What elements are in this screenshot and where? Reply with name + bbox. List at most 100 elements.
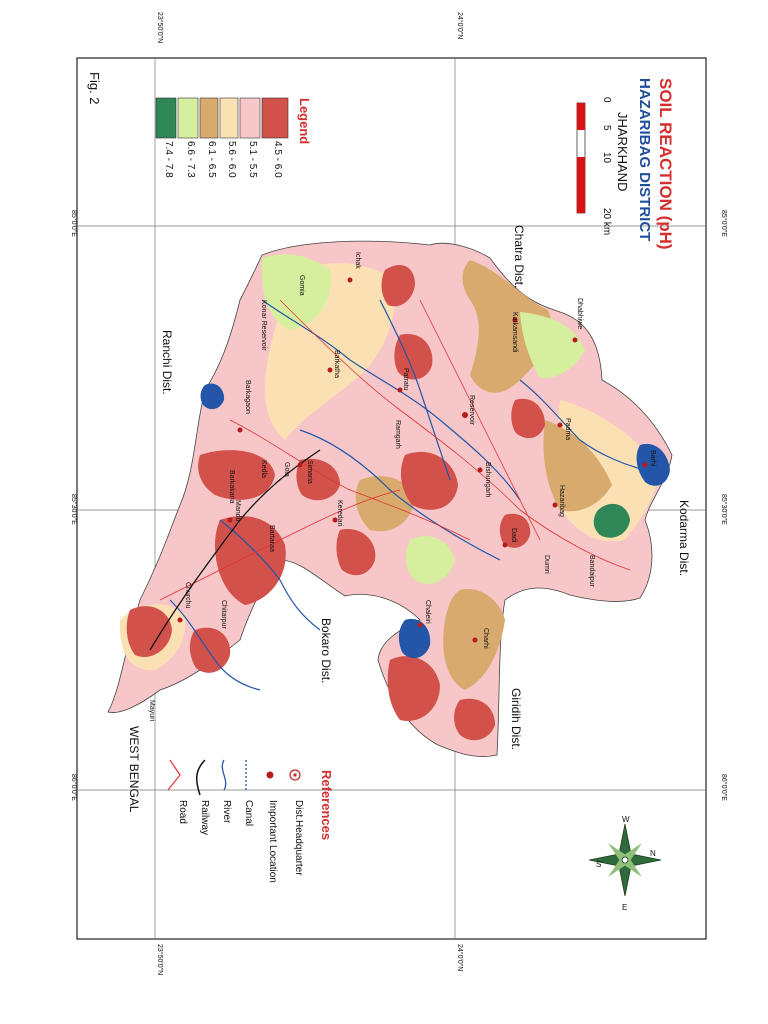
legend-title: Legend (297, 98, 312, 144)
compass-rose (588, 823, 662, 897)
river-icon (221, 759, 227, 791)
zone-7-4-7-8 (593, 503, 630, 538)
map-title: SOIL REACTION (pH) (656, 78, 675, 250)
reference-label: Road (177, 800, 188, 824)
zone-6-1-6-5-east (543, 420, 612, 512)
lat-label-top: 24°0'0"N (456, 12, 464, 39)
zone-4-5-6-0 (400, 451, 458, 510)
zone-6-6-7-3-center (405, 536, 455, 584)
place-label: Bandaipur (588, 555, 595, 588)
lat-label-bottom: 23°50'0"N (156, 944, 164, 975)
zone-4-5-6-0 (511, 398, 545, 439)
zone-4-5-6-0 (499, 513, 531, 548)
scale-bar-segment (577, 157, 585, 213)
place-label: Simaria (306, 460, 313, 484)
scale-tick: 10 (601, 152, 612, 164)
place-label: Keredari (336, 500, 343, 527)
reference-label: Dist.Headquarter (293, 800, 304, 876)
place-label: Bartaraa (268, 525, 275, 552)
place-label: Barkakana (228, 470, 235, 504)
reference-label: Canal (243, 800, 254, 826)
district-map (107, 240, 673, 757)
place-label: Kedla (260, 460, 267, 478)
place-label: Dumri (543, 555, 550, 574)
references-title: References (319, 770, 334, 840)
place-label: Gola (283, 462, 290, 477)
place-label: Ramgarh (394, 420, 401, 449)
place-label: Reservoir (468, 395, 475, 426)
reference-label: Important Location (267, 800, 278, 883)
reservoir (200, 383, 225, 410)
neighbour-chatra: Chatra Dist. (512, 225, 526, 288)
legend-class-label: 5.1 - 5.5 (247, 141, 258, 178)
legend-swatch-7-4-7-8 (155, 97, 177, 139)
zone-6-1-6-5-north (462, 260, 552, 393)
place-label: Ichak (354, 252, 361, 269)
zone-4-5-6-0 (296, 458, 340, 501)
rotated-labels: SOIL REACTION (pH)HAZARIBAG DISTRICT JHAR… (70, 12, 728, 975)
place-label: Charhi (482, 628, 489, 649)
legend-swatch-4-5-6-0 (261, 97, 289, 139)
scale-bar-segment (577, 103, 585, 130)
place-label: Bishungarh (484, 462, 491, 498)
place-label: Dadi (510, 528, 517, 543)
reservoir (398, 618, 431, 659)
legend-class-label: 5.6 - 6.0 (226, 141, 237, 178)
lat-label-top: 23°50'0"N (156, 12, 164, 43)
zone-4-5-6-0 (198, 450, 275, 500)
legend-swatch-5-6-6-0 (219, 97, 239, 139)
important-location-icon (266, 771, 274, 779)
compass-label-n: N (650, 849, 656, 858)
place-label: Patratu (402, 368, 409, 391)
place-label: Konar Reservoir (260, 300, 267, 351)
place-label: Mayuri (148, 700, 155, 721)
legend-swatch-6-6-7-3 (177, 97, 199, 139)
place-label: Chaleiri (424, 600, 431, 624)
zone-4-5-6-0 (381, 265, 415, 307)
compass-label-e: E (622, 903, 627, 912)
figure-label: Fig. 2 (87, 72, 102, 105)
legend-class-label: 7.4 - 7.8 (163, 141, 174, 178)
place-label: Chitarpur (220, 600, 227, 629)
place-label: Katkamsandi (511, 312, 518, 353)
place-label: Padma (564, 418, 571, 440)
zone-4-5-6-0 (387, 656, 440, 721)
reference-label: Railway (199, 800, 210, 835)
legend-class-label: 4.5 - 6.0 (272, 141, 283, 178)
neighbour-ranchi: Ranchi Dist. (160, 330, 174, 395)
compass-label-s: S (596, 860, 601, 869)
scale-tick: 5 (601, 125, 612, 131)
lon-label-left: 86°0'0"E (70, 774, 78, 801)
zone-4-5-6-0 (454, 698, 495, 741)
district-subtitle: HAZARIBAG DISTRICT (636, 78, 653, 241)
railway-line (149, 449, 321, 651)
place-label: Barkagaon (244, 380, 251, 414)
legend-swatch-5-1-5-5 (239, 97, 261, 139)
place-label: Barkatha (333, 350, 340, 378)
reference-label: River (221, 800, 232, 824)
lon-label-right: 85°30'0"E (720, 494, 728, 525)
legend-class-label: 6.6 - 7.3 (185, 141, 196, 178)
road-icon (167, 759, 181, 791)
place-label: Hazaribag (558, 485, 565, 517)
zone-4-5-6-0 (394, 334, 433, 380)
legend-class-label: 6.1 - 6.5 (206, 141, 217, 178)
river-network (169, 299, 646, 691)
zone-4-5-6-0 (215, 516, 286, 605)
zone-4-5-6-0 (336, 529, 376, 576)
scale-tick: 0 (601, 97, 612, 103)
legend-swatch-6-1-6-5 (199, 97, 219, 139)
zone-4-5-6-0 (126, 606, 172, 658)
place-label: Gomia (298, 275, 305, 296)
lon-label-left: 85°30'0"E (70, 494, 78, 525)
zone-6-6-7-3-north (520, 312, 585, 379)
road-network (159, 299, 631, 601)
place-label: Barhi (649, 450, 656, 467)
reservoir (636, 443, 670, 486)
lon-label-right: 86°0'0"E (720, 774, 728, 801)
dist-headquarter-icon (289, 769, 301, 781)
lon-label-right: 85°0'0"E (720, 210, 728, 237)
lat-label-bottom: 24°0'0"N (456, 944, 464, 971)
scale-tick: 20 km (601, 208, 612, 235)
